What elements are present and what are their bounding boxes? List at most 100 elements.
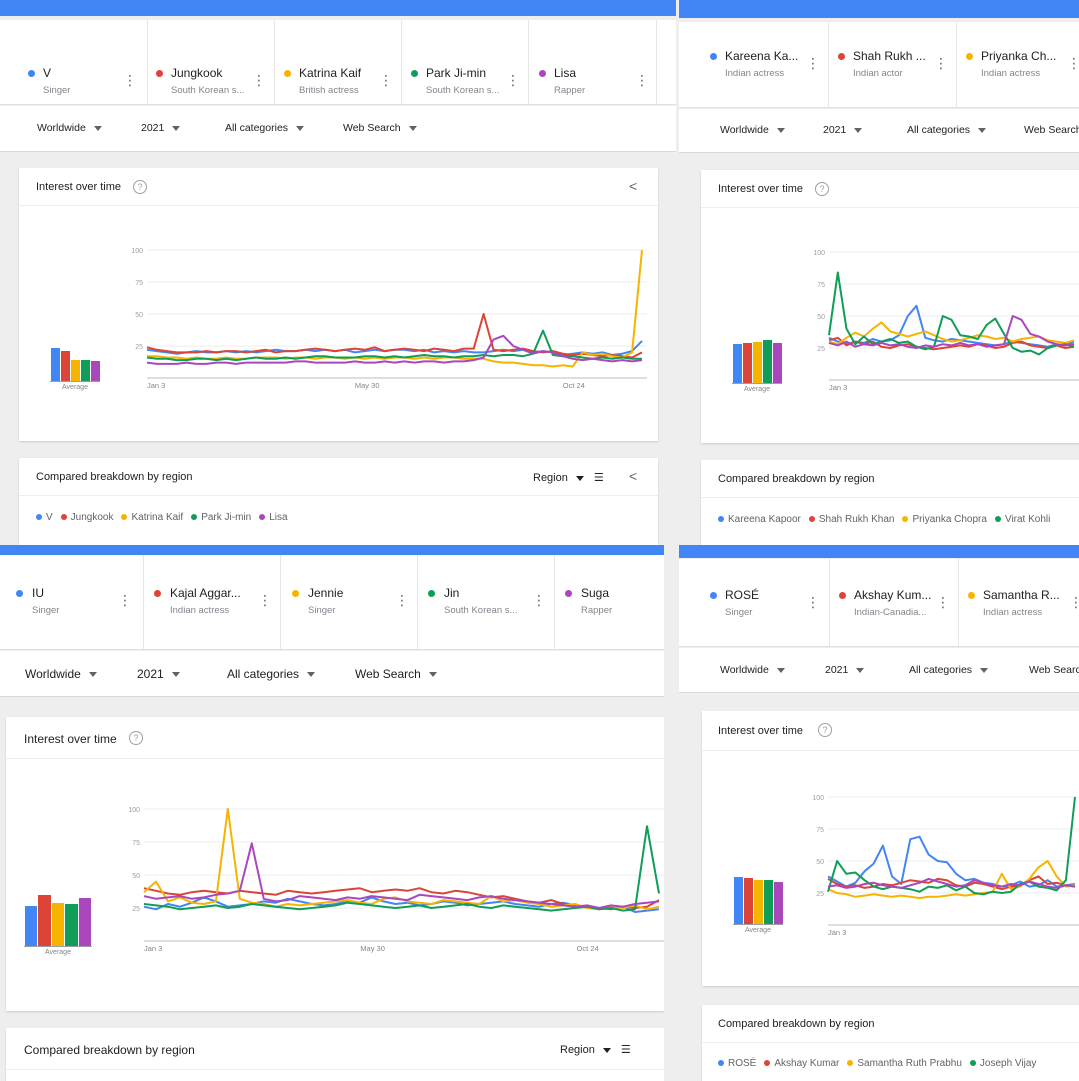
term-color-dot bbox=[28, 70, 35, 77]
series-legend: Kareena Kapoor Shah Rukh Khan Priyanka Cho… bbox=[718, 514, 1058, 525]
legend-item: Park Ji-min bbox=[191, 512, 251, 523]
term-card-1[interactable]: Kareena Ka... Indian actress ⋮ bbox=[679, 22, 829, 107]
location-filter[interactable]: Worldwide bbox=[720, 664, 785, 676]
average-bar-5 bbox=[90, 360, 100, 381]
location-filter[interactable]: Worldwide bbox=[37, 122, 102, 134]
search-type-filter[interactable]: Web Search bbox=[1029, 664, 1079, 676]
more-vert-icon[interactable]: ⋮ bbox=[118, 592, 132, 608]
legend-dot bbox=[36, 514, 42, 521]
share-icon[interactable]: < bbox=[629, 178, 638, 194]
search-type-filter[interactable]: Web Search bbox=[343, 122, 417, 134]
dropdown-caret-icon bbox=[602, 1047, 611, 1053]
y-tick-label: 25 bbox=[816, 891, 824, 898]
x-tick-label: Oct 24 bbox=[563, 381, 585, 390]
comparison-panel-3: IU Singer ⋮ Kajal Aggar... Indian actres… bbox=[0, 545, 664, 1081]
average-bars bbox=[24, 797, 92, 947]
list-view-icon[interactable]: ☰ bbox=[593, 472, 604, 484]
time-filter[interactable]: 2021 bbox=[137, 667, 180, 681]
term-card-2[interactable]: Akshay Kum... Indian-Canadia... ⋮ bbox=[830, 559, 959, 646]
more-vert-icon[interactable]: ⋮ bbox=[635, 72, 649, 88]
more-vert-icon[interactable]: ⋮ bbox=[123, 72, 137, 88]
search-type-filter-value: Web Search bbox=[343, 122, 401, 134]
term-card-5[interactable]: Lisa Rapper ⋮ bbox=[529, 20, 657, 104]
time-filter[interactable]: 2021 bbox=[825, 664, 865, 676]
region-selector[interactable]: Region ☰ bbox=[560, 1043, 631, 1056]
legend-label: Joseph Vijay bbox=[979, 1058, 1037, 1069]
term-color-dot bbox=[16, 590, 23, 597]
help-icon[interactable]: ? bbox=[133, 180, 147, 194]
comparison-panel-1: V Singer ⋮ Jungkook South Korean s... ⋮ … bbox=[0, 0, 676, 545]
more-vert-icon[interactable]: ⋮ bbox=[506, 72, 520, 88]
share-icon[interactable]: < bbox=[629, 468, 638, 484]
x-tick-label: Jan 3 bbox=[829, 383, 847, 392]
category-filter-value: All categories bbox=[909, 664, 973, 676]
term-card-3[interactable]: Jennie Singer ⋮ bbox=[281, 555, 418, 649]
term-name: Suga bbox=[581, 586, 610, 600]
category-filter[interactable]: All categories bbox=[909, 664, 989, 676]
category-filter[interactable]: All categories bbox=[227, 667, 316, 681]
series-legend: V Jungkook Katrina Kaif Park Ji-min Lisa bbox=[36, 512, 296, 523]
term-name: Shah Rukh ... bbox=[853, 49, 926, 63]
term-card-1[interactable]: ROSÉ Singer ⋮ bbox=[679, 559, 830, 646]
list-view-icon[interactable]: ☰ bbox=[620, 1044, 631, 1056]
time-filter[interactable]: 2021 bbox=[141, 122, 181, 134]
line-chart: 100 75 50 25 Jan 3 bbox=[812, 795, 1079, 937]
average-bars bbox=[50, 238, 100, 382]
term-card-4[interactable]: Park Ji-min South Korean s... ⋮ bbox=[402, 20, 529, 104]
dropdown-caret-icon bbox=[776, 667, 785, 673]
more-vert-icon[interactable]: ⋮ bbox=[379, 72, 393, 88]
term-card-3[interactable]: Katrina Kaif British actress ⋮ bbox=[275, 20, 402, 104]
help-icon[interactable]: ? bbox=[129, 731, 143, 745]
help-icon[interactable]: ? bbox=[815, 182, 829, 196]
interest-over-time-card: Interest over time ? Average 100 75 50 25 Ja… bbox=[702, 711, 1079, 986]
more-vert-icon[interactable]: ⋮ bbox=[395, 592, 409, 608]
average-bars bbox=[733, 785, 783, 925]
term-card-1[interactable]: IU Singer ⋮ bbox=[0, 555, 144, 649]
series-line-4 bbox=[827, 796, 1076, 896]
average-bar-4 bbox=[65, 904, 78, 946]
brand-bar bbox=[679, 0, 1079, 18]
region-selector[interactable]: Region ☰ bbox=[533, 471, 604, 484]
location-filter[interactable]: Worldwide bbox=[720, 124, 785, 136]
search-type-filter[interactable]: Web Search bbox=[355, 667, 437, 681]
card-header: Interest over time ? < bbox=[19, 168, 658, 206]
location-filter[interactable]: Worldwide bbox=[25, 667, 97, 681]
more-vert-icon[interactable]: ⋮ bbox=[806, 594, 820, 610]
term-card-5[interactable]: Suga Rapper bbox=[555, 555, 664, 649]
card-header: Interest over time ? bbox=[702, 711, 1079, 751]
dropdown-caret-icon bbox=[172, 125, 181, 131]
term-name: Katrina Kaif bbox=[299, 66, 362, 80]
term-name: Jennie bbox=[308, 586, 344, 600]
term-card-2[interactable]: Jungkook South Korean s... ⋮ bbox=[148, 20, 275, 104]
term-card-4[interactable]: Jin South Korean s... ⋮ bbox=[418, 555, 555, 649]
more-vert-icon[interactable]: ⋮ bbox=[532, 592, 546, 608]
search-type-filter[interactable]: Web Search bbox=[1024, 124, 1079, 136]
more-vert-icon[interactable]: ⋮ bbox=[1069, 594, 1079, 610]
term-name: Jungkook bbox=[171, 66, 223, 80]
average-bar-2 bbox=[38, 895, 51, 946]
more-vert-icon[interactable]: ⋮ bbox=[806, 55, 820, 71]
comparison-panel-4: ROSÉ Singer ⋮ Akshay Kum... Indian-Canad… bbox=[679, 545, 1079, 1081]
time-filter[interactable]: 2021 bbox=[823, 124, 863, 136]
term-card-3[interactable]: Priyanka Ch... Indian actress ⋮ bbox=[957, 22, 1079, 107]
card-title: Interest over time bbox=[36, 181, 121, 193]
more-vert-icon[interactable]: ⋮ bbox=[1067, 55, 1079, 71]
more-vert-icon[interactable]: ⋮ bbox=[258, 592, 272, 608]
more-vert-icon[interactable]: ⋮ bbox=[934, 55, 948, 71]
legend-label: Samantha Ruth Prabhu bbox=[857, 1058, 962, 1069]
term-card-2[interactable]: Shah Rukh ... Indian actor ⋮ bbox=[829, 22, 957, 107]
legend-label: Akshay Kumar bbox=[774, 1058, 840, 1069]
series-line-5 bbox=[828, 315, 1075, 349]
category-filter[interactable]: All categories bbox=[225, 122, 305, 134]
term-card-3[interactable]: Samantha R... Indian actress ⋮ bbox=[959, 559, 1079, 646]
term-color-dot bbox=[565, 590, 572, 597]
term-card-2[interactable]: Kajal Aggar... Indian actress ⋮ bbox=[144, 555, 281, 649]
more-vert-icon[interactable]: ⋮ bbox=[936, 594, 950, 610]
more-vert-icon[interactable]: ⋮ bbox=[252, 72, 266, 88]
category-filter[interactable]: All categories bbox=[907, 124, 987, 136]
time-filter-value: 2021 bbox=[141, 122, 165, 134]
term-card-1[interactable]: V Singer ⋮ bbox=[0, 20, 148, 104]
help-icon[interactable]: ? bbox=[818, 723, 832, 737]
term-color-dot bbox=[838, 53, 845, 60]
term-name: Jin bbox=[444, 586, 460, 600]
